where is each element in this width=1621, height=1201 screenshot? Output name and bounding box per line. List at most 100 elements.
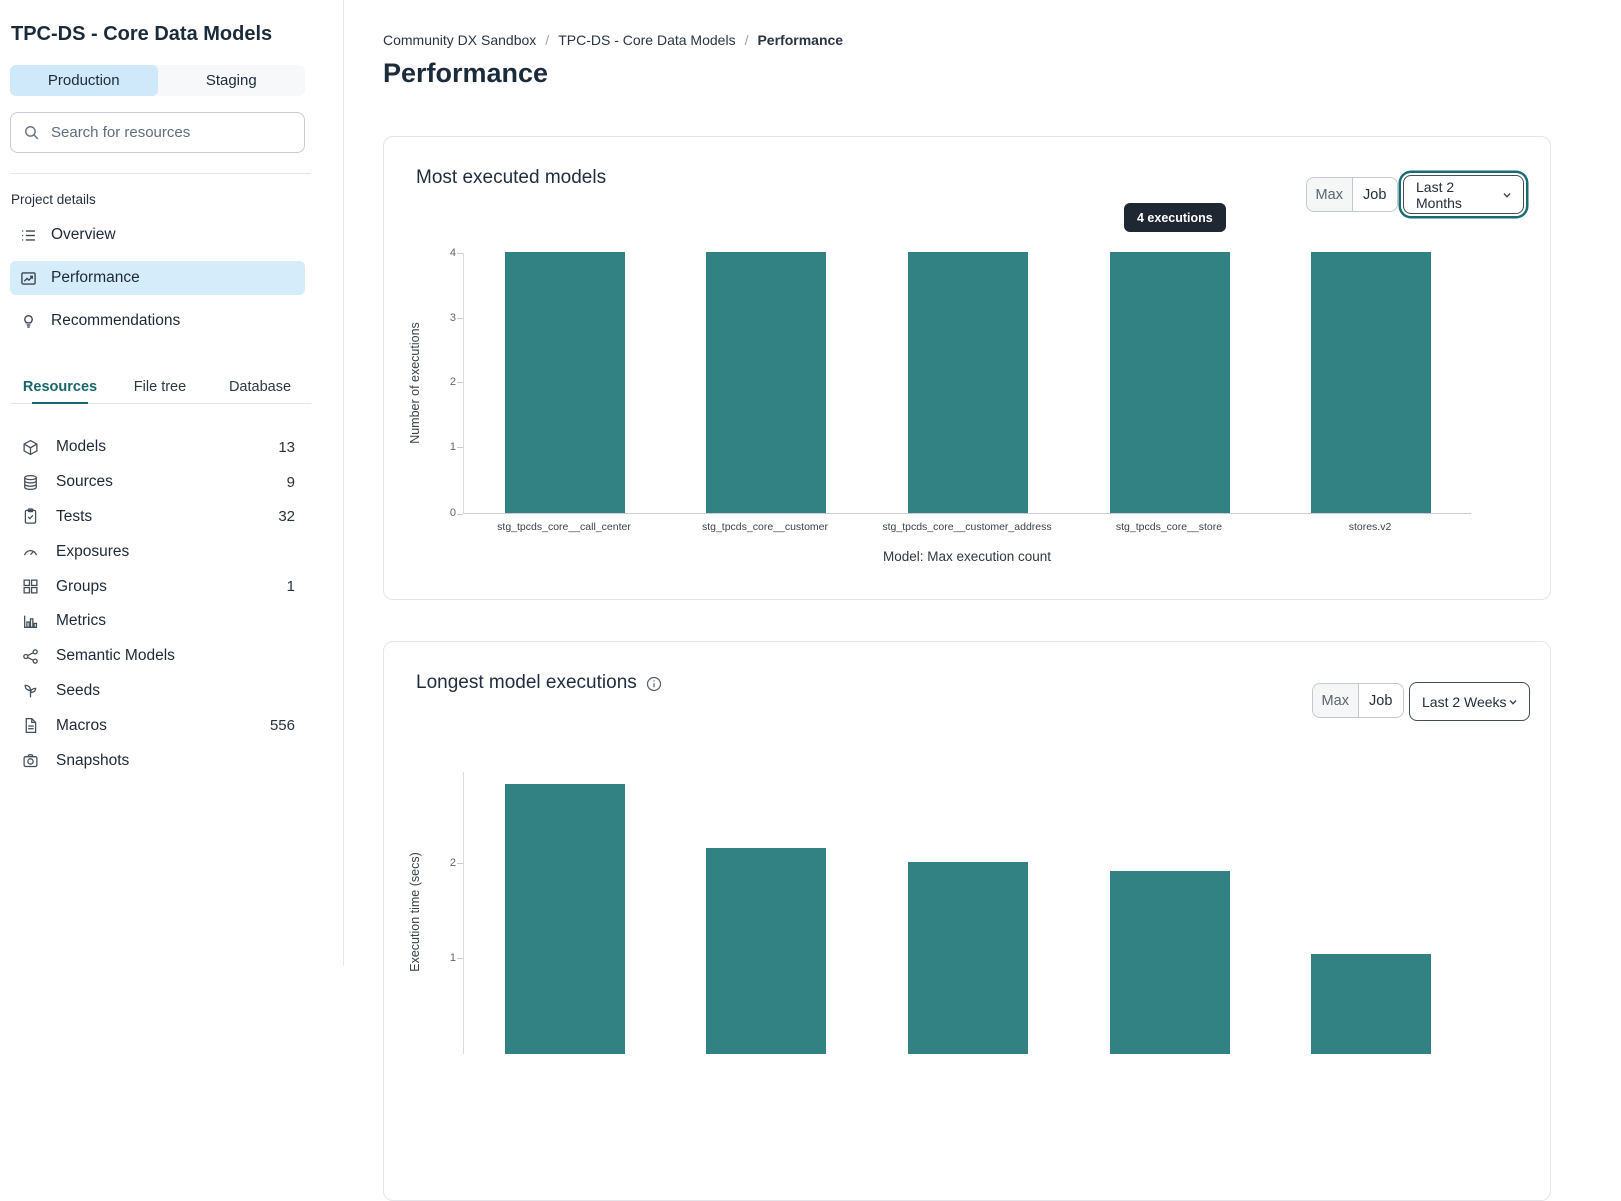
lightbulb-icon <box>20 313 37 330</box>
resource-label: Snapshots <box>56 751 130 769</box>
y-tick-label: 2 <box>449 857 456 869</box>
environment-toggle: Production Staging <box>10 65 305 96</box>
sidebar: TPC-DS - Core Data Models Production Sta… <box>0 0 344 966</box>
job-button[interactable]: Job <box>1358 684 1403 717</box>
max-button[interactable]: Max <box>1307 178 1353 211</box>
resources-list: Models 13 Sources 9 Tests 32 Exposures G… <box>10 430 305 778</box>
resource-item-sources[interactable]: Sources 9 <box>10 465 305 500</box>
breadcrumb: Community DX Sandbox / TPC-DS - Core Dat… <box>383 32 843 48</box>
resource-item-seeds[interactable]: Seeds <box>10 674 305 709</box>
resource-count: 32 <box>278 508 295 526</box>
bar-1[interactable] <box>706 848 827 1054</box>
breadcrumb-separator: / <box>545 32 550 48</box>
sidebar-item-overview[interactable]: Overview <box>10 218 305 252</box>
camera-icon <box>22 752 39 769</box>
bar-3[interactable] <box>1109 871 1230 1054</box>
x-tick-label: stg_tpcds_core__call_center <box>497 521 631 533</box>
resource-item-models[interactable]: Models 13 <box>10 430 305 465</box>
resource-count: 1 <box>286 578 295 596</box>
x-axis-label: Model: Max execution count <box>882 549 1052 564</box>
resource-label: Tests <box>56 507 93 525</box>
most-executed-models-card: Most executed models Max Job Last 2 Mont… <box>383 136 1551 600</box>
tab-file-tree[interactable]: File tree <box>133 379 187 395</box>
chart-tooltip: 4 executions <box>1124 203 1226 232</box>
y-tick-mark <box>457 318 463 319</box>
chevron-down-icon <box>1501 189 1513 201</box>
network-icon <box>22 648 39 665</box>
bar-3[interactable] <box>1109 252 1230 513</box>
max-job-toggle: Max Job <box>1306 177 1398 212</box>
search-input[interactable] <box>49 123 292 142</box>
resource-item-macros[interactable]: Macros 556 <box>10 708 305 743</box>
resource-label: Models <box>56 438 106 456</box>
y-tick-mark <box>457 447 463 448</box>
x-tick-label: stg_tpcds_core__store <box>1115 521 1223 533</box>
breadcrumb-project[interactable]: TPC-DS - Core Data Models <box>558 32 736 48</box>
bar-chart-icon <box>22 613 39 630</box>
production-toggle-button[interactable]: Production <box>10 65 158 96</box>
y-tick-label: 3 <box>449 312 456 324</box>
sprout-icon <box>22 682 39 699</box>
list-icon <box>20 227 37 244</box>
resource-item-semantic-models[interactable]: Semantic Models <box>10 639 305 674</box>
bar-2[interactable] <box>908 862 1028 1054</box>
chevron-down-icon <box>1507 696 1519 708</box>
sidebar-item-performance[interactable]: Performance <box>10 261 305 295</box>
tab-resources[interactable]: Resources <box>10 371 110 404</box>
bar-chart-most-executed <box>463 252 1471 514</box>
bar-2[interactable] <box>908 252 1028 513</box>
time-range-dropdown[interactable]: Last 2 Weeks <box>1409 682 1530 721</box>
resource-count: 9 <box>286 473 295 491</box>
y-tick-mark <box>457 863 463 864</box>
tab-database[interactable]: Database <box>228 379 292 395</box>
y-tick-mark <box>457 514 463 515</box>
x-tick-label: stg_tpcds_core__customer_address <box>882 521 1052 533</box>
bar-4[interactable] <box>1311 953 1432 1054</box>
sidebar-item-label: Performance <box>51 269 140 286</box>
sidebar-tabs: Resources File tree Database <box>10 371 311 404</box>
bar-4[interactable] <box>1311 252 1432 513</box>
bar-0[interactable] <box>504 784 625 1054</box>
resource-item-tests[interactable]: Tests 32 <box>10 500 305 535</box>
project-details-nav: Overview Performance Recommendations <box>10 218 305 347</box>
resource-label: Semantic Models <box>56 647 175 665</box>
bar-0[interactable] <box>504 252 625 513</box>
trend-chart-icon <box>20 270 37 287</box>
bar-1[interactable] <box>706 252 827 513</box>
job-button[interactable]: Job <box>1352 178 1397 211</box>
y-tick-mark <box>457 382 463 383</box>
resource-label: Macros <box>56 716 107 734</box>
longest-model-executions-card: Longest model executions Max Job Last 2 … <box>383 641 1551 1201</box>
cube-icon <box>22 439 39 456</box>
sidebar-item-recommendations[interactable]: Recommendations <box>10 304 305 338</box>
staging-toggle-button[interactable]: Staging <box>205 72 257 89</box>
y-tick-mark <box>457 958 463 959</box>
y-tick-label: 4 <box>449 247 456 259</box>
info-icon[interactable] <box>646 676 662 692</box>
time-range-dropdown[interactable]: Last 2 Months <box>1403 175 1524 214</box>
breadcrumb-account[interactable]: Community DX Sandbox <box>383 32 537 48</box>
resource-item-exposures[interactable]: Exposures <box>10 534 305 569</box>
search-icon <box>23 124 40 141</box>
clipboard-check-icon <box>22 508 39 525</box>
y-tick-mark <box>457 253 463 254</box>
database-icon <box>22 474 39 491</box>
resource-count: 13 <box>278 438 295 456</box>
resource-item-snapshots[interactable]: Snapshots <box>10 743 305 778</box>
card-title: Longest model executions <box>416 672 662 694</box>
max-button[interactable]: Max <box>1313 684 1359 717</box>
page-title: Performance <box>383 58 549 88</box>
bar-chart-longest-executions <box>463 772 1471 1054</box>
y-tick-label: 1 <box>449 952 456 964</box>
search-box[interactable] <box>10 112 305 153</box>
resource-item-metrics[interactable]: Metrics <box>10 604 305 639</box>
resource-item-groups[interactable]: Groups 1 <box>10 569 305 604</box>
dropdown-value: Last 2 Weeks <box>1422 693 1507 710</box>
x-tick-label: stg_tpcds_core__customer <box>701 521 829 533</box>
grid-icon <box>22 578 39 595</box>
dropdown-value: Last 2 Months <box>1416 178 1462 211</box>
card-title: Most executed models <box>416 167 607 188</box>
y-tick-label: 0 <box>449 507 456 519</box>
breadcrumb-separator: / <box>744 32 749 48</box>
sidebar-divider <box>10 173 311 174</box>
